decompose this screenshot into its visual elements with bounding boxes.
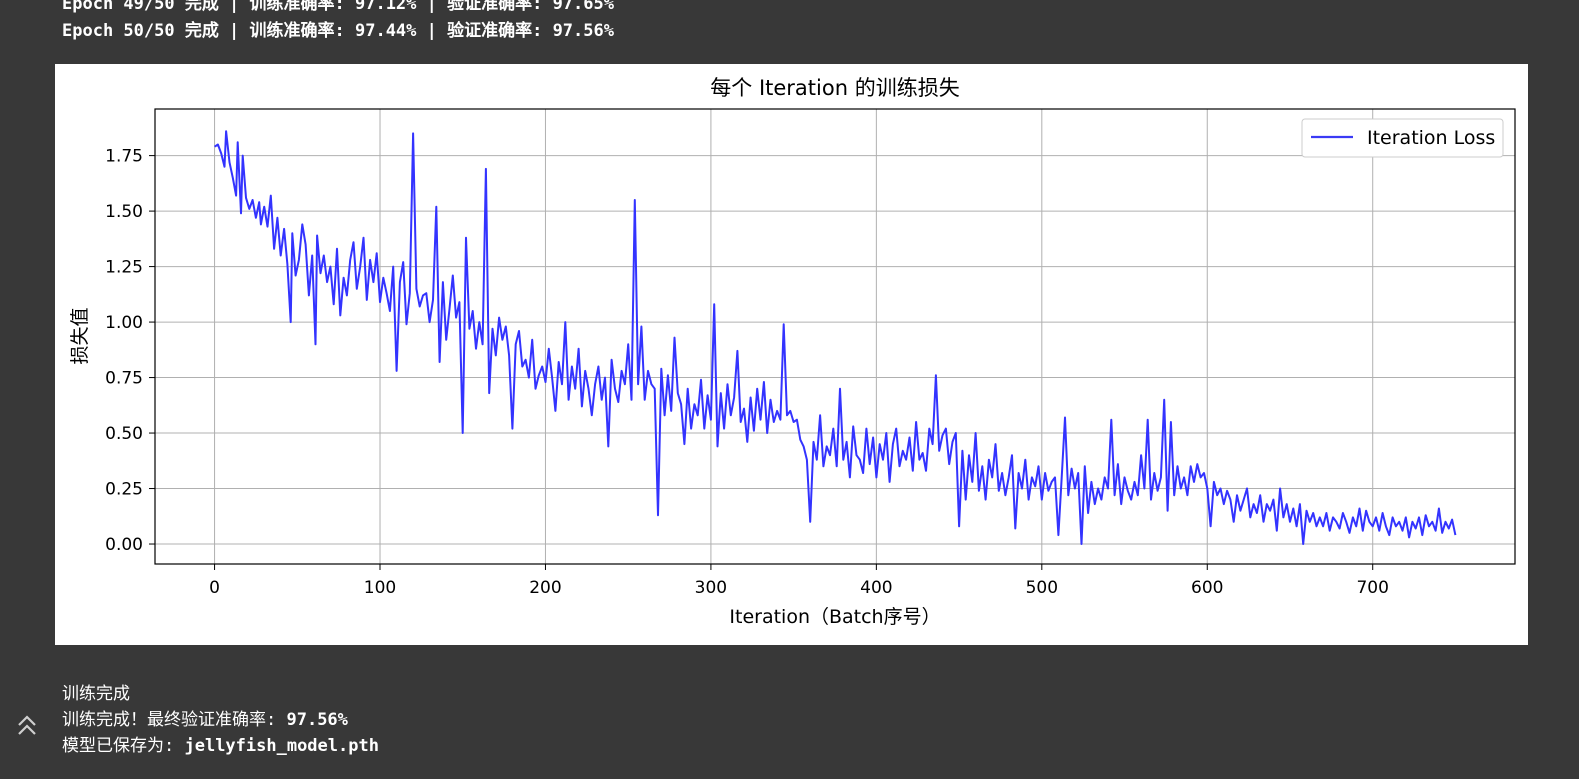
series-line-iteration-loss	[214, 130, 1457, 545]
log-line-epoch-50: Epoch 50/50 完成 | 训练准确率: 97.44% | 验证准确率: …	[62, 21, 614, 41]
x-tick-label: 400	[860, 578, 892, 598]
training-log-top: Epoch 49/50 完成 | 训练准确率: 97.12% | 验证准确率: …	[62, 0, 614, 45]
loss-chart: 每个 Iteration 的训练损失 0 100 200 300 400 500 600 70…	[69, 76, 1516, 628]
y-tick-label: 1.25	[105, 258, 143, 278]
x-tick-label: 300	[695, 578, 727, 598]
x-tick-label: 0	[209, 578, 220, 598]
model-saved-label: 模型已保存为:	[62, 736, 185, 756]
log-line-final-accuracy: 训练完成！最终验证准确率: 97.56%	[62, 707, 379, 733]
log-line-model-saved: 模型已保存为: jellyfish_model.pth	[62, 733, 379, 759]
legend-label: Iteration Loss	[1367, 127, 1495, 149]
y-tick-label: 1.75	[105, 147, 143, 167]
model-file-name: jellyfish_model.pth	[184, 736, 379, 756]
y-tick-label: 0.25	[105, 480, 143, 500]
y-tick-label: 1.50	[105, 202, 143, 222]
y-tick-label: 0.00	[105, 535, 143, 555]
double-chevron-up-icon	[18, 715, 36, 735]
x-tick-label: 200	[529, 578, 561, 598]
x-axis-label: Iteration（Batch序号）	[729, 606, 940, 628]
x-tick-label: 500	[1026, 578, 1058, 598]
final-accuracy-label: 训练完成！最终验证准确率:	[62, 710, 287, 730]
x-tick-label: 100	[364, 578, 396, 598]
loss-chart-figure: 每个 Iteration 的训练损失 0 100 200 300 400 500 600 70…	[55, 64, 1528, 645]
log-line-training-done: 训练完成	[62, 684, 130, 704]
training-log-bottom: 训练完成 训练完成！最终验证准确率: 97.56% 模型已保存为: jellyfis…	[62, 681, 379, 759]
y-tick-label: 1.00	[105, 313, 143, 333]
x-tick-label: 700	[1356, 578, 1388, 598]
collapse-output-button[interactable]	[14, 712, 40, 740]
plot-frame	[154, 108, 1516, 565]
final-accuracy-value: 97.56%	[286, 710, 348, 730]
log-line-epoch-49: Epoch 49/50 完成 | 训练准确率: 97.12% | 验证准确率: …	[62, 0, 614, 14]
chart-title: 每个 Iteration 的训练损失	[710, 76, 959, 100]
legend: Iteration Loss	[1301, 118, 1504, 158]
y-tick-label: 0.50	[105, 424, 143, 444]
y-tick-label: 0.75	[105, 369, 143, 389]
x-tick-label: 600	[1191, 578, 1223, 598]
y-axis-label: 损失值	[69, 307, 91, 364]
